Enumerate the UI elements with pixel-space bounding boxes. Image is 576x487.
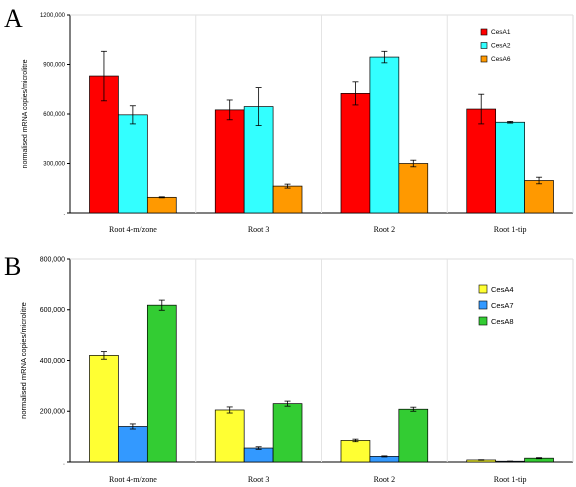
p2-y-tick-label: 800,000	[40, 256, 65, 263]
p1-y-tick-label: .	[63, 211, 65, 217]
p1-y-axis-label: normalised mRNA copies/microlitre	[22, 59, 29, 168]
p1-legend-label-cesa1: CesA1	[491, 29, 511, 36]
p2-y-tick-label: 400,000	[40, 358, 65, 365]
panel-letter-b: B	[4, 252, 22, 281]
p2-bar-cesa7	[118, 426, 148, 463]
p2-category-label: Root 4-m/zone	[109, 475, 157, 484]
p2-legend-swatch-cesa4	[478, 284, 488, 294]
p1-legend-swatch-cesa2	[480, 42, 488, 49]
p1-category-label: Root 3	[248, 225, 270, 234]
p1-bar-cesa1	[466, 108, 497, 214]
p1-bar-cesa1	[214, 109, 245, 214]
p2-bar-cesa4	[340, 440, 371, 463]
p2-category-label: Root 3	[248, 475, 270, 484]
p1-category-label: Root 1-tip	[494, 225, 527, 234]
p1-legend-swatch-cesa6	[480, 55, 488, 63]
p1-legend-label-cesa2: CesA2	[491, 43, 511, 50]
p2-y-tick-label: .	[63, 459, 65, 466]
chart-a: . 300,000 600,000 900,000 1200,000 normalised…	[22, 13, 574, 234]
p1-bar-cesa6	[146, 196, 177, 214]
p2-legend-label-cesa8: CesA8	[491, 317, 514, 326]
p2-category-label: Root 2	[374, 475, 396, 484]
p2-y-tick-label: 200,000	[40, 409, 65, 416]
p2-category-label: Root 1-tip	[494, 475, 527, 484]
panel-letter-a: A	[4, 4, 23, 33]
p2-legend-swatch-cesa7	[478, 300, 488, 310]
p2-legend-label-cesa7: CesA7	[491, 301, 514, 310]
p1-y-tick-label: 600,000	[43, 112, 65, 118]
p1-bar-cesa2	[495, 121, 525, 214]
p1-category-label: Root 2	[374, 225, 396, 234]
p1-bar-cesa2	[118, 114, 148, 214]
chart-b: . 200,000 400,000 600,000 800,000 normalised …	[19, 256, 574, 484]
p1-bar-cesa6	[272, 185, 303, 214]
p2-bar-cesa8	[398, 408, 429, 463]
p1-bar-cesa6	[524, 180, 554, 214]
p2-legend-swatch-cesa8	[478, 316, 488, 326]
p1-legend-label-cesa6: CesA6	[491, 56, 511, 63]
p1-legend-swatch-cesa1	[480, 28, 488, 36]
p2-y-tick-label: 600,000	[40, 307, 65, 314]
p2-y-axis-label: normalised mRNA copies/microlitre	[19, 302, 28, 419]
p2-bar-cesa8	[146, 304, 177, 463]
p1-category-label: Root 4-m/zone	[109, 225, 157, 234]
p1-y-tick-label: 1200,000	[40, 13, 66, 19]
p1-y-tick-label: 300,000	[43, 162, 65, 168]
p1-bar-cesa6	[398, 163, 429, 214]
p1-bar-cesa1	[340, 93, 371, 214]
p2-bar-cesa4	[89, 355, 119, 463]
p2-bar-cesa8	[272, 403, 303, 463]
p1-y-tick-label: 900,000	[43, 63, 65, 69]
p1-bar-cesa2	[369, 56, 400, 214]
p2-bar-cesa4	[214, 409, 245, 463]
p2-legend-label-cesa4: CesA4	[491, 285, 514, 294]
p2-bar-cesa7	[243, 447, 274, 463]
